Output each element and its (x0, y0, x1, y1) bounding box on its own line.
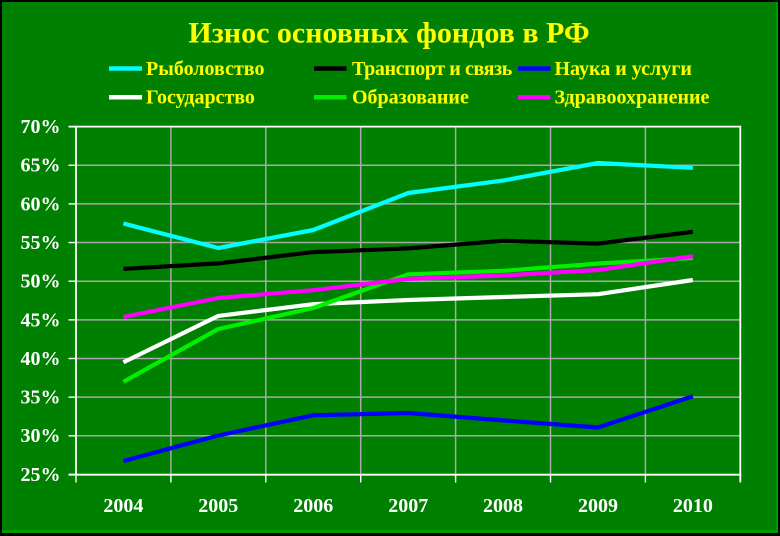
svg-text:2010: 2010 (673, 495, 713, 517)
svg-text:30%: 30% (21, 425, 61, 447)
svg-text:65%: 65% (21, 155, 61, 177)
svg-text:Образование: Образование (352, 87, 469, 109)
svg-text:Рыболовство: Рыболовство (146, 58, 264, 80)
svg-text:Наука и услуги: Наука и услуги (555, 58, 692, 80)
svg-text:40%: 40% (21, 348, 61, 370)
svg-text:Здравоохранение: Здравоохранение (555, 87, 710, 109)
svg-text:2004: 2004 (103, 495, 143, 517)
svg-text:55%: 55% (21, 232, 61, 254)
svg-text:50%: 50% (21, 271, 61, 293)
svg-text:2007: 2007 (388, 495, 428, 517)
svg-text:2006: 2006 (293, 495, 333, 517)
svg-text:45%: 45% (21, 309, 61, 331)
svg-text:2008: 2008 (483, 495, 523, 517)
svg-text:60%: 60% (21, 193, 61, 215)
svg-text:70%: 70% (21, 116, 61, 138)
svg-text:Государство: Государство (146, 87, 255, 109)
svg-text:2005: 2005 (198, 495, 238, 517)
svg-text:Износ основных фондов в РФ: Износ основных фондов в РФ (188, 16, 589, 49)
svg-text:25%: 25% (21, 464, 61, 486)
svg-text:35%: 35% (21, 387, 61, 409)
svg-text:2009: 2009 (578, 495, 618, 517)
svg-text:Транспорт и связь: Транспорт и связь (352, 58, 513, 80)
